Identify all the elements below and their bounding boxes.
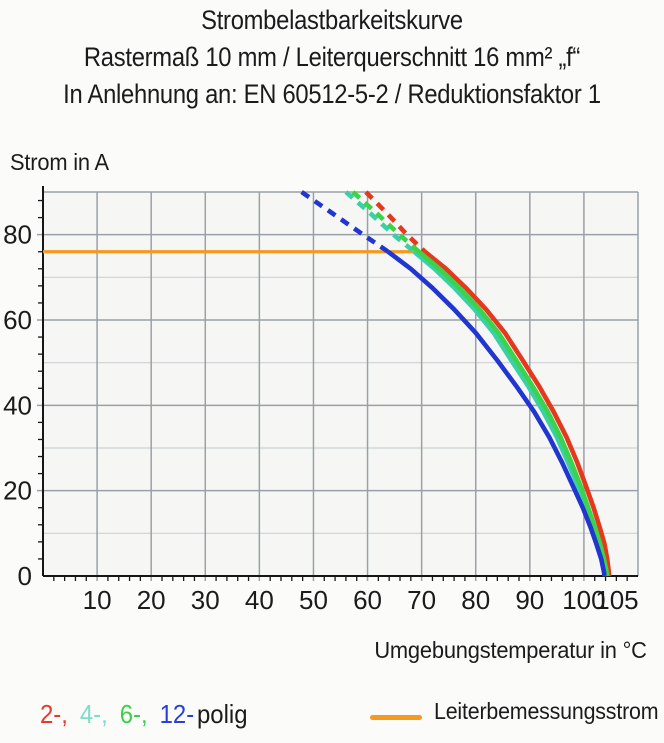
chart-title: Strombelastbarkeitskurve Rastermaß 10 mm… — [40, 2, 624, 113]
curve-12-polig-dashed — [300, 190, 390, 254]
curve-4-polig-dashed — [344, 190, 416, 254]
curve-2-polig — [423, 249, 612, 577]
chart-title-line-1: Strombelastbarkeitskurve — [201, 5, 463, 35]
legend-item-4polig: 4-, — [79, 699, 108, 729]
x-tick-label: 105 — [595, 585, 638, 615]
curve-6-polig — [417, 249, 610, 577]
y-tick-label: 60 — [3, 305, 32, 335]
x-tick-label: 40 — [245, 585, 274, 615]
legend-item-12polig: 12- — [159, 699, 195, 729]
x-tick-label: 60 — [353, 585, 382, 615]
y-tick-label: 0 — [18, 561, 32, 591]
rated-current-label: Leiterbemessungsstrom — [434, 698, 659, 724]
x-tick-label: 30 — [191, 585, 220, 615]
x-axis-title: Umgebungstemperatur in °C — [374, 637, 648, 663]
plot-background — [43, 192, 638, 576]
curve-12-polig — [386, 249, 607, 577]
chart-title-line-2: Rastermaß 10 mm / Leiterquerschnitt 16 m… — [83, 42, 581, 72]
rated-current-line-swatch — [370, 714, 422, 720]
y-tick-label: 20 — [3, 476, 32, 506]
x-tick-label: 80 — [461, 585, 490, 615]
x-tick-label: 70 — [407, 585, 436, 615]
x-tick-label: 20 — [137, 585, 166, 615]
y-tick-label: 40 — [3, 390, 32, 420]
legend-item-2polig: 2-, — [40, 699, 68, 729]
y-axis-title: Strom in A — [10, 149, 109, 175]
legend-item-6polig: 6-, — [119, 699, 148, 729]
legend-rated-current: Leiterbemessungsstrom — [370, 698, 664, 725]
x-tick-label: 10 — [83, 585, 112, 615]
legend-poles: 2-, 4-, 6-, 12- polig — [40, 699, 248, 730]
curve-2-polig-dashed — [364, 190, 427, 254]
x-tick-label: 90 — [515, 585, 544, 615]
x-tick-label: 50 — [299, 585, 328, 615]
chart-title-line-3: In Anlehnung an: EN 60512-5-2 / Reduktio… — [63, 79, 601, 109]
y-tick-label: 80 — [3, 220, 32, 250]
x-tick-label: 100 — [562, 585, 605, 615]
legend-item-polig: polig — [196, 699, 248, 729]
